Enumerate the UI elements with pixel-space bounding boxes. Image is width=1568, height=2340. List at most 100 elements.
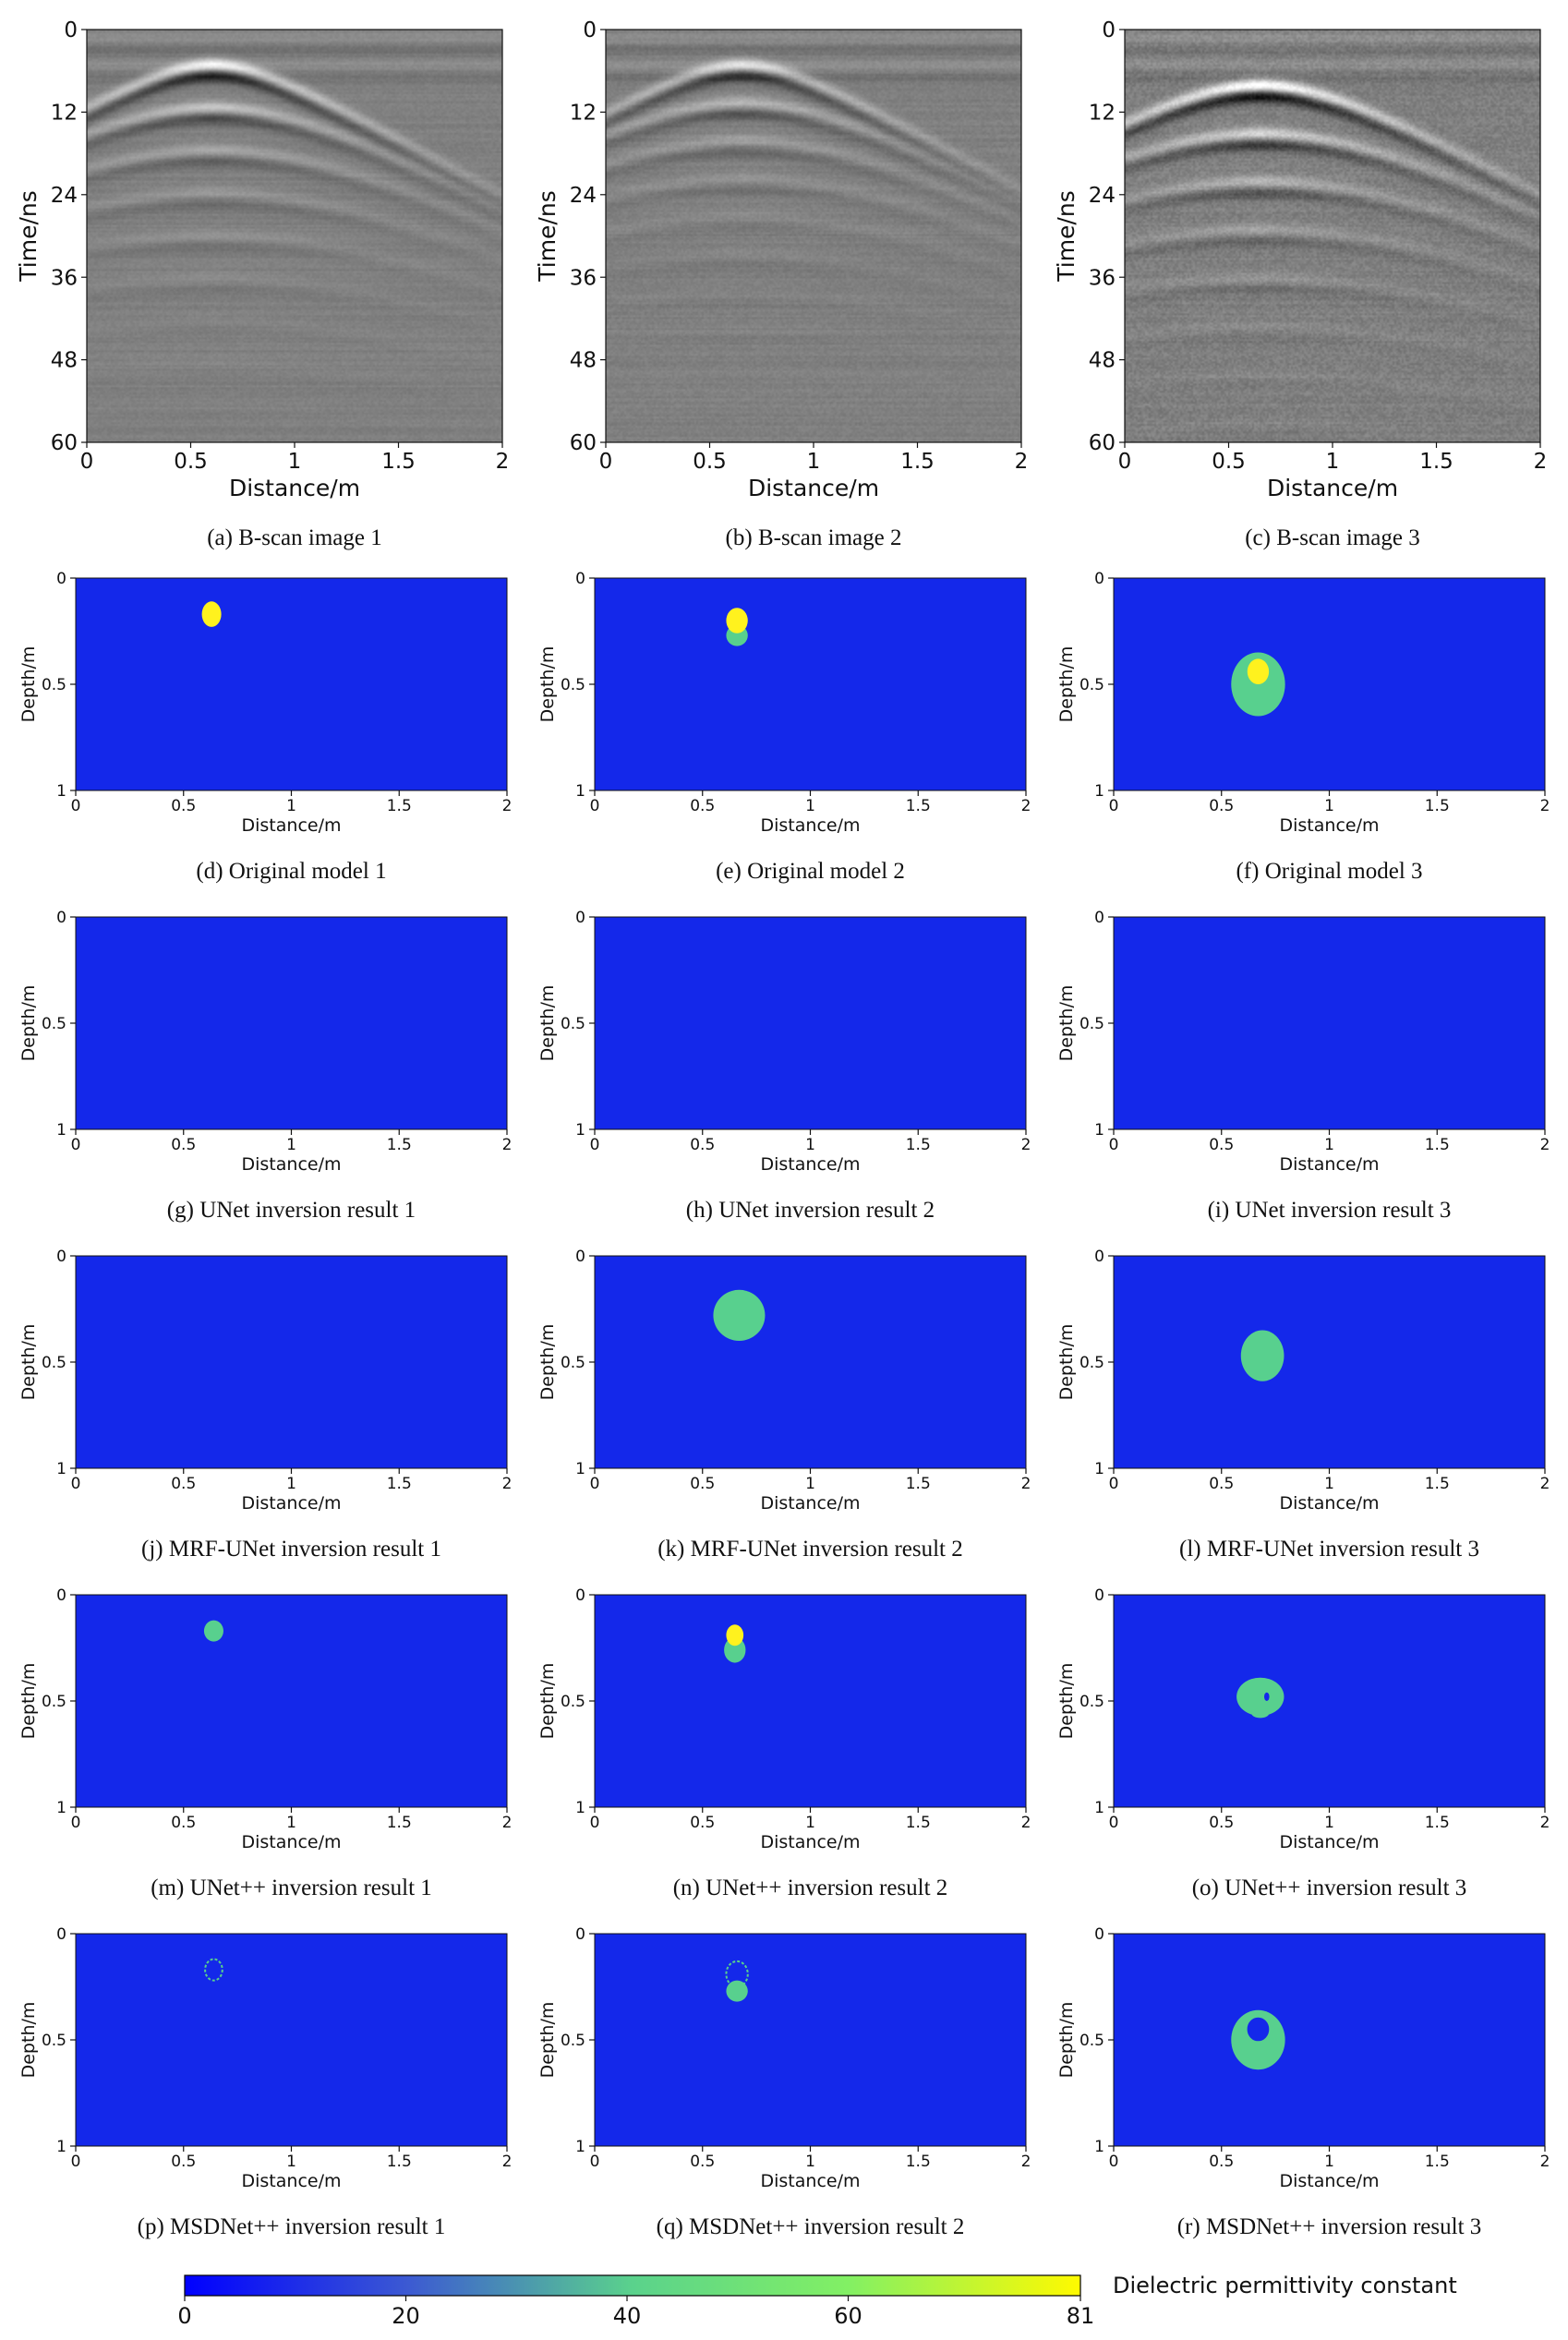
inclusion — [726, 608, 748, 633]
y-tick-label: 1 — [1094, 2138, 1104, 2156]
x-tick-label: 0 — [71, 2153, 81, 2171]
x-axis-label: Distance/m — [242, 1154, 342, 1175]
panel-caption: (h) UNet inversion result 2 — [686, 1198, 935, 1223]
colorbar-ticks: 0 20 40 60 81 — [177, 2296, 1094, 2329]
inclusion — [1236, 1677, 1285, 1717]
y-tick-label: 36 — [570, 266, 597, 290]
y-axis-label: Time/ns — [534, 190, 561, 282]
y-tick-label: 1 — [56, 1121, 66, 1140]
colorbar-tick-label: 40 — [613, 2303, 642, 2329]
x-tick-label: 0 — [1109, 1136, 1119, 1154]
inclusion — [713, 1289, 766, 1341]
background-medium — [76, 1595, 507, 1807]
x-axis-label: Distance/m — [242, 1493, 342, 1514]
x-tick-label: 0.5 — [171, 1814, 196, 1832]
y-tick-label: 12 — [570, 101, 597, 125]
x-tick-label: 0.5 — [690, 1475, 715, 1493]
y-axis-label: Depth/m — [1056, 646, 1077, 723]
background-medium — [595, 1256, 1026, 1468]
inclusion — [724, 1637, 746, 1663]
panel-caption: (q) MSDNet++ inversion result 2 — [657, 2214, 965, 2239]
x-axis-label: Distance/m — [761, 815, 861, 836]
x-tick-label: 0.5 — [174, 450, 208, 474]
y-tick-label: 1 — [575, 1799, 585, 1817]
x-tick-label: 1 — [1324, 1136, 1334, 1154]
x-tick-label: 1.5 — [387, 1136, 412, 1154]
x-tick-label: 2 — [1540, 1475, 1550, 1493]
inclusion — [201, 601, 222, 627]
x-tick-label: 0.5 — [1212, 450, 1246, 474]
inclusion-ring — [204, 1958, 223, 1982]
y-tick-label: 0 — [1094, 1925, 1104, 1944]
colorbar: Dielectric permittivity constant 0 20 40 60… — [177, 2273, 1456, 2329]
x-tick-label: 1.5 — [906, 1814, 931, 1832]
x-axis-label: Distance/m — [1267, 475, 1398, 501]
background-medium — [76, 578, 507, 790]
x-tick-label: 0.5 — [693, 450, 727, 474]
y-axis-label: Depth/m — [1056, 1324, 1077, 1401]
y-tick-label: 0.5 — [42, 1015, 66, 1033]
x-tick-label: 1.5 — [387, 1814, 412, 1832]
y-tick-label: 0.5 — [1080, 676, 1104, 694]
x-axis-label: Distance/m — [242, 1832, 342, 1852]
x-tick-label: 0.5 — [1209, 1814, 1234, 1832]
panel-b: 0 0.5 1 1.5 2 0 12 24 36 48 60 Distance/m Time/ns (b)… — [534, 18, 1028, 550]
x-tick-label: 2 — [1021, 2153, 1031, 2171]
y-axis-label: Time/ns — [15, 190, 42, 282]
x-axis-label: Distance/m — [761, 1154, 861, 1175]
y-tick-label: 0.5 — [1080, 2032, 1104, 2050]
x-tick-label: 2 — [502, 2153, 513, 2171]
y-axis-label: Depth/m — [18, 1324, 39, 1401]
x-tick-label: 0 — [1109, 2153, 1119, 2171]
x-tick-label: 0 — [599, 450, 613, 474]
x-tick-label: 1 — [805, 797, 815, 815]
panel-caption: (b) B-scan image 2 — [726, 525, 902, 550]
x-tick-label: 1 — [1324, 797, 1334, 815]
y-tick-label: 0 — [1102, 18, 1116, 42]
y-tick-label: 0 — [1094, 1248, 1104, 1266]
y-tick-label: 1 — [56, 2138, 66, 2156]
x-tick-label: 0.5 — [690, 2153, 715, 2171]
background-medium — [595, 1934, 1026, 2146]
inclusion — [726, 1624, 744, 1646]
y-tick-label: 1 — [575, 2138, 585, 2156]
y-tick-label: 0.5 — [42, 1693, 66, 1711]
y-tick-label: 0.5 — [42, 1354, 66, 1372]
panel-caption: (c) B-scan image 3 — [1245, 525, 1420, 550]
y-tick-label: 0 — [56, 570, 66, 588]
background-medium — [595, 1595, 1026, 1807]
y-tick-label: 1 — [575, 1121, 585, 1140]
panel-caption: (n) UNet++ inversion result 2 — [673, 1876, 948, 1900]
background-medium — [76, 917, 507, 1129]
x-tick-label: 1.5 — [381, 450, 416, 474]
colorbar-tick-label: 81 — [1067, 2303, 1095, 2329]
x-tick-label: 2 — [1540, 797, 1550, 815]
y-tick-label: 36 — [1089, 266, 1116, 290]
x-axis-label: Distance/m — [242, 815, 342, 836]
x-tick-label: 2 — [1021, 1814, 1031, 1832]
x-tick-label: 0.5 — [1209, 1475, 1234, 1493]
x-tick-label: 0.5 — [1209, 1136, 1234, 1154]
background-medium — [595, 578, 1026, 790]
y-tick-label: 24 — [570, 184, 597, 208]
x-tick-label: 1.5 — [1425, 1814, 1450, 1832]
y-axis-label: Depth/m — [537, 985, 558, 1062]
x-tick-label: 0.5 — [171, 2153, 196, 2171]
x-axis-label: Distance/m — [242, 2171, 342, 2191]
x-tick-label: 0 — [590, 2153, 600, 2171]
y-tick-label: 0 — [1094, 909, 1104, 927]
y-tick-label: 24 — [51, 184, 78, 208]
x-tick-label: 2 — [502, 797, 513, 815]
x-tick-label: 0 — [590, 797, 600, 815]
y-tick-label: 0 — [56, 1925, 66, 1944]
x-tick-label: 2 — [502, 1814, 513, 1832]
y-tick-label: 0.5 — [561, 676, 585, 694]
x-tick-label: 0 — [80, 450, 94, 474]
y-tick-label: 1 — [56, 1799, 66, 1817]
y-axis-label: Depth/m — [537, 1663, 558, 1740]
